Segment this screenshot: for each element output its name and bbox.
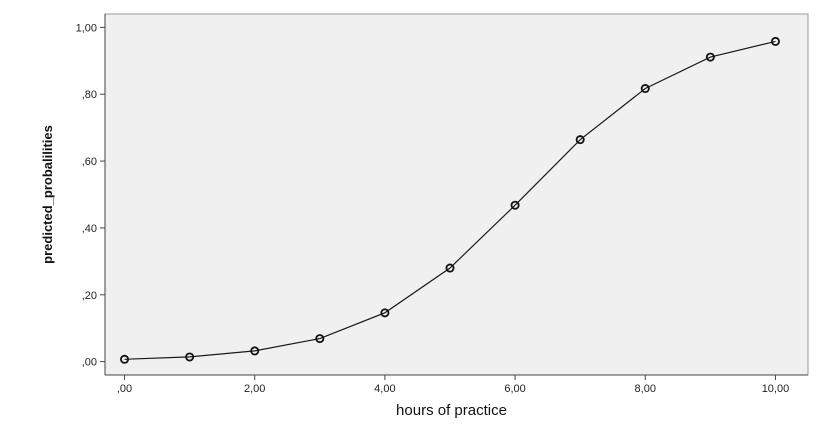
series-layer: [120, 36, 780, 364]
x-tick-label: 6,00: [504, 383, 525, 395]
y-tick-label: ,60: [82, 156, 97, 168]
data-point: [510, 200, 520, 210]
x-tick-label: 10,00: [762, 383, 790, 395]
data-point: [185, 352, 195, 362]
y-tick-label: ,80: [82, 89, 97, 101]
plot-area: [104, 13, 809, 376]
data-point: [250, 346, 260, 356]
data-point: [120, 354, 130, 364]
y-tick-label: ,00: [82, 357, 97, 369]
y-tick-label: ,40: [82, 223, 97, 235]
data-point: [445, 263, 455, 273]
x-tick-label: ,00: [117, 383, 132, 395]
x-axis: ,00 2,00 4,00 6,00 8,00 10,00: [105, 374, 808, 395]
data-point: [770, 36, 780, 46]
x-tick-label: 4,00: [374, 383, 395, 395]
x-tick-label: 8,00: [635, 383, 656, 395]
y-tick-label: ,20: [82, 290, 97, 302]
data-point: [575, 135, 585, 145]
y-axis: ,00 ,20 ,40 ,60 ,80 1,00: [76, 14, 106, 375]
x-axis-title: hours of practice: [396, 402, 507, 419]
x-tick-label: 2,00: [244, 383, 265, 395]
data-point: [705, 52, 715, 62]
series-line: [124, 40, 776, 360]
y-tick-label: 1,00: [76, 22, 97, 34]
y-axis-title: predicted_probalilities: [40, 125, 55, 264]
data-point: [380, 308, 390, 318]
data-point: [315, 334, 325, 344]
data-point: [640, 84, 650, 94]
